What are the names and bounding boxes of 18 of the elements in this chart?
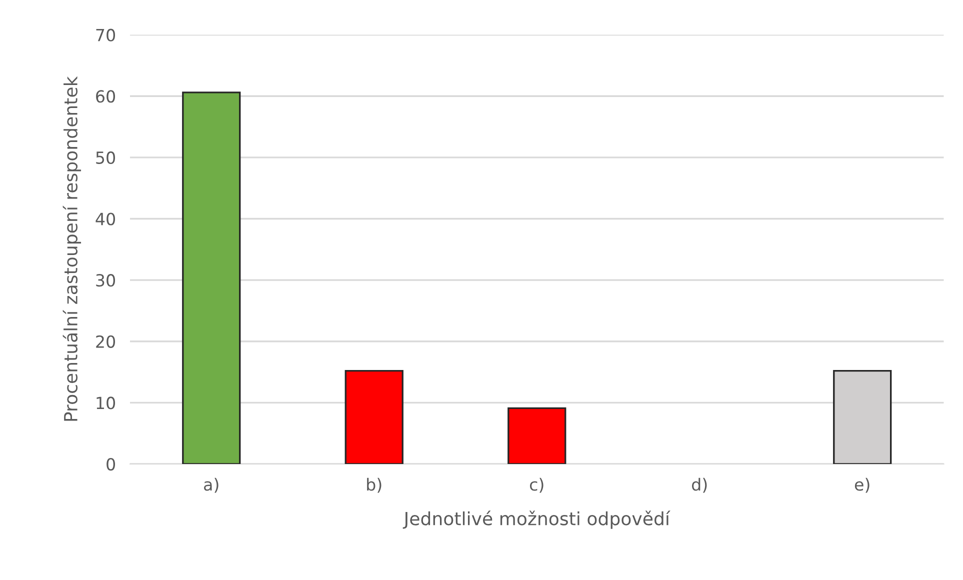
y-tick-label: 10 [96, 396, 116, 410]
y-tick-label: 70 [96, 28, 116, 42]
y-tick-label: 50 [96, 151, 116, 164]
y-axis-title: Procentuální zastoupení respondentek [62, 76, 82, 421]
y-tick-label: 40 [96, 212, 116, 226]
x-axis-title: Jednotlivé možnosti odpovědí [402, 510, 670, 529]
x-tick-label: d) [692, 478, 707, 493]
x-tick-label: a) [204, 478, 218, 493]
y-tick-label: 30 [96, 274, 116, 287]
y-tick-label: 20 [96, 335, 116, 348]
x-tick-label: e) [854, 478, 870, 493]
y-tick-label: 0 [106, 458, 116, 471]
x-tick-label: b) [367, 478, 382, 493]
bar [344, 370, 404, 464]
y-tick-label: 60 [96, 90, 116, 103]
x-tick-label: c) [530, 478, 544, 493]
bar [508, 407, 566, 464]
bar [182, 92, 241, 464]
